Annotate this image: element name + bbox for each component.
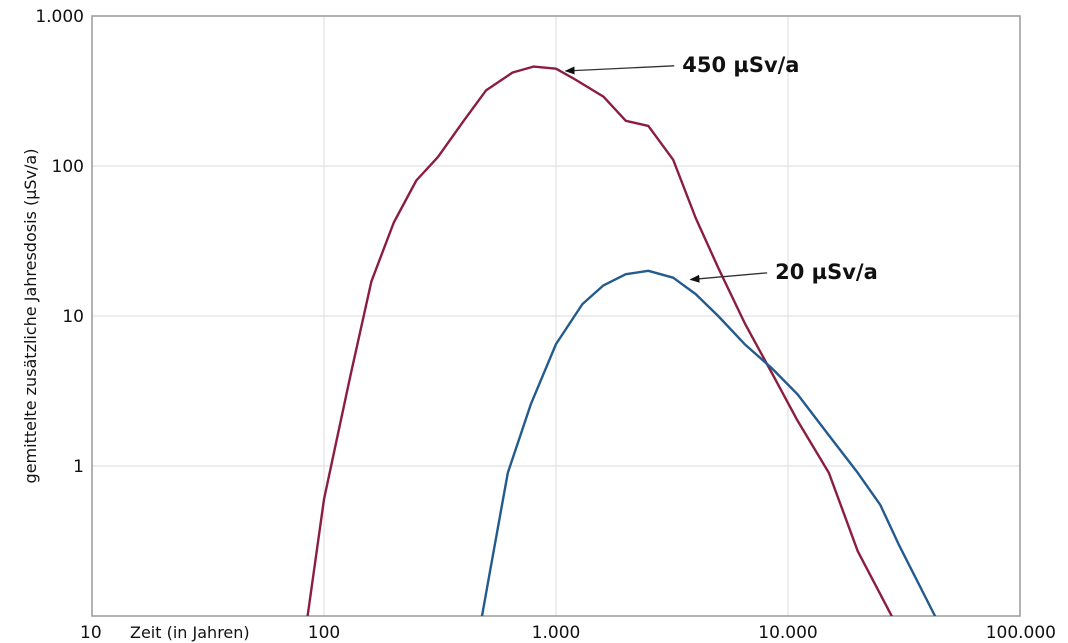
- annotation-label: 20 µSv/a: [775, 260, 878, 284]
- tick-labels: 10 100 1.000 10.000 100.000 1 10 100 1.000: [35, 7, 1056, 643]
- x-tick-label: 1.000: [532, 623, 581, 643]
- y-tick-label: 10: [62, 307, 84, 327]
- y-tick-label: 100: [52, 157, 84, 177]
- annotation-label: 450 µSv/a: [682, 53, 799, 77]
- annotation-arrow: [564, 65, 675, 75]
- plot-frame: [91, 15, 1021, 617]
- x-tick-label: 100.000: [986, 623, 1056, 643]
- x-tick-label: 10.000: [758, 623, 817, 643]
- annotations: 450 µSv/a 20 µSv/a: [564, 53, 878, 284]
- x-axis-label: Zeit (in Jahren): [130, 623, 250, 642]
- y-tick-label: 1: [73, 457, 84, 477]
- y-axis-label: gemittelte zusätzliche Jahresdosis (µSv/…: [21, 149, 40, 484]
- annotation-arrow: [689, 272, 768, 283]
- y-tick-label: 1.000: [35, 7, 84, 27]
- series-layer: [306, 65, 937, 616]
- series-line-1: [480, 269, 937, 616]
- grid: [91, 15, 1021, 616]
- x-tick-label: 100: [308, 623, 340, 643]
- x-tick-label: 10: [80, 623, 102, 643]
- series-line-0: [306, 65, 893, 616]
